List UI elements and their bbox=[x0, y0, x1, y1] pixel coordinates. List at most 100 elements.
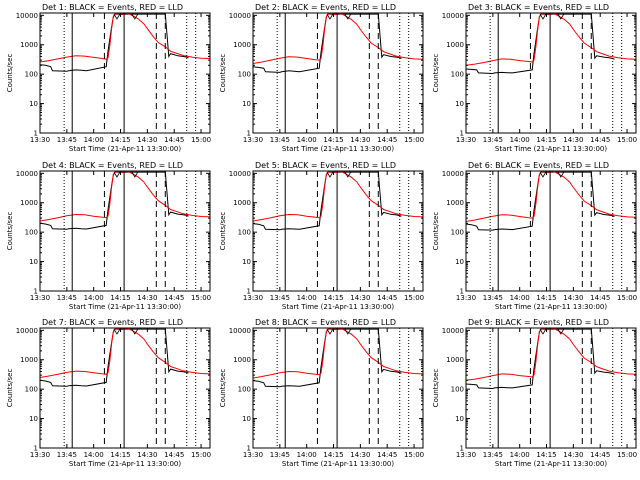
y-tick-label: 1000 bbox=[446, 199, 464, 207]
plot-frame bbox=[252, 327, 424, 449]
panel-title: Det 2: BLACK = Events, RED = LLD bbox=[255, 3, 396, 12]
x-tick-label: 15:00 bbox=[617, 294, 637, 302]
y-tick-label: 1 bbox=[34, 130, 38, 138]
x-tick-label: 15:00 bbox=[404, 294, 424, 302]
x-tick-label: 15:00 bbox=[191, 451, 211, 459]
flag-mark bbox=[113, 328, 121, 335]
flag-mark bbox=[113, 171, 121, 178]
y-tick-label: 10 bbox=[242, 258, 251, 266]
x-tick-label: 13:30 bbox=[456, 451, 476, 459]
lld-series-line bbox=[40, 13, 210, 63]
x-tick-label: 14:45 bbox=[590, 294, 610, 302]
flag-mark bbox=[131, 13, 139, 20]
x-tick-label: 14:15 bbox=[536, 294, 556, 302]
x-tick-label: 14:00 bbox=[297, 294, 317, 302]
panel-det-4: Det 4: BLACK = Events, RED = LLD 13:30 13:… bbox=[6, 161, 211, 311]
panel-det-7: Det 7: BLACK = Events, RED = LLD 13:30 13:… bbox=[6, 318, 211, 468]
x-tick-label: 14:45 bbox=[377, 136, 397, 144]
events-series-line bbox=[40, 13, 189, 72]
y-tick-label: 10000 bbox=[442, 12, 464, 20]
plot-frame bbox=[39, 12, 211, 134]
x-axis-label: Start Time (21-Apr-11 13:30:00) bbox=[282, 460, 394, 468]
y-tick-label: 10000 bbox=[229, 170, 251, 178]
panel-title: Det 9: BLACK = Events, RED = LLD bbox=[468, 318, 609, 327]
y-axis-label: Counts/sec bbox=[219, 212, 227, 251]
panel-det-9: Det 9: BLACK = Events, RED = LLD 13:30 13:… bbox=[432, 318, 637, 468]
lld-series-line bbox=[253, 13, 423, 64]
plot-frame bbox=[465, 327, 637, 449]
y-axis-label: Counts/sec bbox=[6, 54, 14, 93]
y-tick-label: 10 bbox=[455, 415, 464, 423]
flag-mark bbox=[131, 328, 139, 335]
panel-det-2: Det 2: BLACK = Events, RED = LLD 13:30 13:… bbox=[219, 3, 424, 153]
x-tick-label: 13:30 bbox=[243, 451, 263, 459]
x-tick-label: 14:00 bbox=[297, 451, 317, 459]
x-tick-label: 14:45 bbox=[164, 294, 184, 302]
panel-title: Det 6: BLACK = Events, RED = LLD bbox=[468, 161, 609, 170]
flag-mark bbox=[326, 13, 334, 20]
y-axis-label: Counts/sec bbox=[219, 369, 227, 408]
lld-series-line bbox=[40, 171, 210, 222]
y-tick-label: 1 bbox=[460, 445, 464, 453]
x-tick-label: 14:30 bbox=[350, 136, 370, 144]
x-tick-label: 14:30 bbox=[563, 451, 583, 459]
panel-det-8: Det 8: BLACK = Events, RED = LLD 13:30 13:… bbox=[219, 318, 424, 468]
events-series-line bbox=[466, 328, 615, 390]
panel-det-1: Det 1: BLACK = Events, RED = LLD 13:30 13:… bbox=[6, 3, 211, 153]
x-tick-label: 14:45 bbox=[377, 451, 397, 459]
lld-series-line bbox=[40, 328, 210, 378]
events-series-line bbox=[40, 328, 189, 387]
flag-mark bbox=[344, 171, 352, 178]
x-tick-label: 15:00 bbox=[191, 294, 211, 302]
lld-series-line bbox=[466, 13, 636, 66]
x-tick-label: 14:15 bbox=[110, 136, 130, 144]
x-tick-label: 13:30 bbox=[243, 136, 263, 144]
x-tick-label: 13:30 bbox=[30, 136, 50, 144]
y-tick-label: 10 bbox=[29, 258, 38, 266]
x-axis-label: Start Time (21-Apr-11 13:30:00) bbox=[69, 303, 181, 311]
flag-mark bbox=[344, 328, 352, 335]
y-tick-label: 1000 bbox=[233, 199, 251, 207]
lld-series-line bbox=[253, 171, 423, 222]
x-tick-label: 13:45 bbox=[57, 451, 77, 459]
x-tick-label: 14:00 bbox=[510, 451, 530, 459]
x-tick-label: 13:45 bbox=[483, 294, 503, 302]
y-tick-label: 10 bbox=[242, 415, 251, 423]
flag-mark bbox=[539, 13, 547, 20]
events-series-line bbox=[40, 171, 189, 230]
x-tick-label: 14:30 bbox=[137, 136, 157, 144]
flag-mark bbox=[539, 328, 547, 335]
x-tick-label: 15:00 bbox=[191, 136, 211, 144]
y-tick-label: 1000 bbox=[20, 356, 38, 364]
x-tick-label: 14:45 bbox=[377, 294, 397, 302]
panel-det-3: Det 3: BLACK = Events, RED = LLD 13:30 13:… bbox=[432, 3, 637, 153]
y-axis-label: Counts/sec bbox=[6, 369, 14, 408]
panel-title: Det 1: BLACK = Events, RED = LLD bbox=[42, 3, 183, 12]
flag-mark bbox=[131, 171, 139, 178]
y-axis-label: Counts/sec bbox=[432, 369, 440, 408]
y-tick-label: 1 bbox=[34, 445, 38, 453]
y-tick-label: 1000 bbox=[233, 356, 251, 364]
x-tick-label: 15:00 bbox=[617, 136, 637, 144]
panel-det-6: Det 6: BLACK = Events, RED = LLD 13:30 13:… bbox=[432, 161, 637, 311]
flag-mark bbox=[539, 171, 547, 178]
x-tick-label: 14:30 bbox=[350, 294, 370, 302]
x-tick-label: 15:00 bbox=[404, 451, 424, 459]
panel-title: Det 3: BLACK = Events, RED = LLD bbox=[468, 3, 609, 12]
y-tick-label: 1 bbox=[247, 288, 251, 296]
y-tick-label: 100 bbox=[238, 71, 251, 79]
y-tick-label: 1 bbox=[460, 288, 464, 296]
plot-frame bbox=[39, 170, 211, 292]
y-tick-label: 10000 bbox=[229, 12, 251, 20]
x-tick-label: 14:00 bbox=[297, 136, 317, 144]
x-tick-label: 13:45 bbox=[57, 294, 77, 302]
x-tick-label: 14:15 bbox=[323, 294, 343, 302]
y-tick-label: 100 bbox=[238, 229, 251, 237]
x-tick-label: 13:30 bbox=[456, 294, 476, 302]
panel-title: Det 8: BLACK = Events, RED = LLD bbox=[255, 318, 396, 327]
x-axis-label: Start Time (21-Apr-11 13:30:00) bbox=[282, 303, 394, 311]
y-tick-label: 100 bbox=[238, 386, 251, 394]
flag-mark bbox=[113, 13, 121, 20]
y-tick-label: 1 bbox=[247, 130, 251, 138]
x-axis-label: Start Time (21-Apr-11 13:30:00) bbox=[495, 145, 607, 153]
